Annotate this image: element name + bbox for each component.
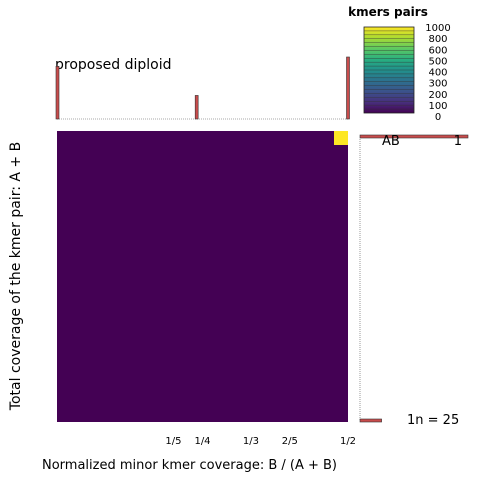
top-histogram-bar bbox=[346, 56, 350, 120]
x-axis-label: Normalized minor kmer coverage: B / (A +… bbox=[42, 458, 337, 473]
x-tick-label: 1/2 bbox=[340, 436, 356, 447]
right-histogram-bar bbox=[359, 418, 382, 423]
right-histogram-bar bbox=[359, 134, 469, 139]
legend-tick-label: 100 bbox=[428, 101, 447, 112]
legend-tick-label: 500 bbox=[428, 56, 447, 67]
x-tick-label: 1/4 bbox=[194, 436, 210, 447]
x-tick-label: 1/5 bbox=[165, 436, 181, 447]
right-histogram bbox=[359, 134, 469, 423]
legend-tick-label: 800 bbox=[428, 34, 447, 45]
legend-tick-label: 0 bbox=[435, 112, 441, 123]
x-axis-ticks: 1/5 1/4 1/3 2/5 1/2 bbox=[165, 436, 356, 447]
heatmap-background bbox=[57, 131, 348, 422]
x-tick-label: 2/5 bbox=[282, 436, 298, 447]
top-histogram-bar bbox=[55, 66, 60, 120]
x-tick-label: 1/3 bbox=[243, 436, 259, 447]
legend-title: kmers pairs bbox=[348, 5, 428, 19]
colorbar-bands bbox=[364, 30, 414, 110]
heatmap-cell bbox=[334, 131, 348, 145]
legend-tick-label: 300 bbox=[428, 79, 447, 90]
peak-value: 1 bbox=[454, 134, 462, 149]
peak-label: AB bbox=[382, 134, 400, 149]
legend-tick-label: 600 bbox=[428, 45, 447, 56]
legend-tick-label: 400 bbox=[428, 68, 447, 79]
chart-title: proposed diploid bbox=[55, 57, 172, 73]
legend-tick-label: 200 bbox=[428, 90, 447, 101]
top-histogram bbox=[55, 56, 350, 120]
top-histogram-bar bbox=[194, 95, 199, 120]
legend-tick-label: 1000 bbox=[425, 23, 450, 34]
coverage-label: 1n = 25 bbox=[407, 413, 459, 428]
y-axis-label: Total coverage of the kmer pair: A + B bbox=[8, 142, 24, 411]
heatmap bbox=[57, 131, 348, 422]
